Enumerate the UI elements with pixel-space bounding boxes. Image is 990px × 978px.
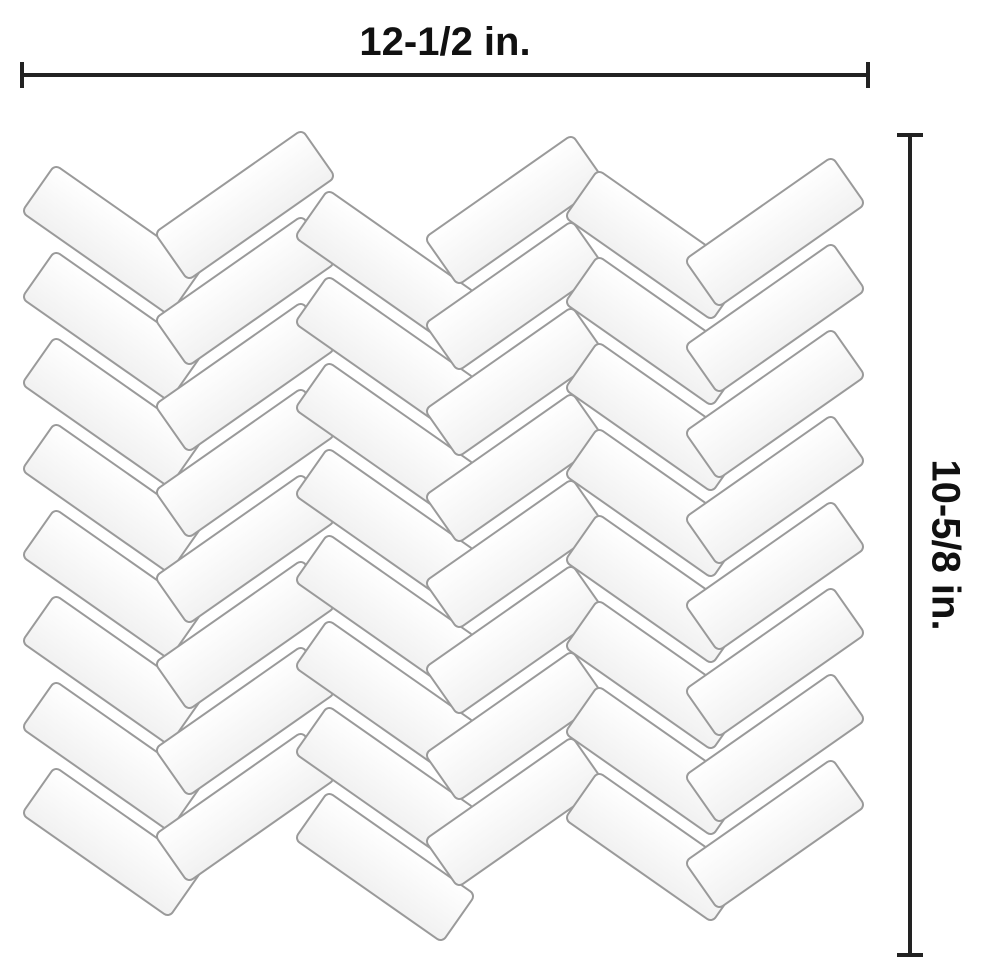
tile	[425, 135, 605, 285]
tile	[22, 337, 202, 487]
tile	[685, 243, 865, 393]
tile	[685, 415, 865, 565]
tile	[425, 221, 605, 371]
tile	[685, 673, 865, 823]
tile	[685, 501, 865, 651]
width-dimension-line	[20, 62, 870, 88]
tile	[22, 165, 202, 315]
height-dimension-line	[897, 133, 923, 957]
tile	[685, 587, 865, 737]
tile	[425, 737, 605, 887]
tile	[425, 651, 605, 801]
height-dimension-label: 10-5/8 in.	[923, 459, 968, 631]
tile	[425, 393, 605, 543]
tile	[155, 130, 335, 280]
width-dimension-label: 12-1/2 in.	[359, 20, 531, 64]
tile	[22, 767, 202, 917]
tile	[425, 479, 605, 629]
tile	[295, 792, 475, 942]
tile	[22, 251, 202, 401]
tile	[22, 595, 202, 745]
tile	[685, 329, 865, 479]
tile	[685, 759, 865, 909]
tile	[425, 307, 605, 457]
tile	[22, 681, 202, 831]
tile	[22, 509, 202, 659]
tile	[685, 157, 865, 307]
tile	[22, 423, 202, 573]
tile	[425, 565, 605, 715]
